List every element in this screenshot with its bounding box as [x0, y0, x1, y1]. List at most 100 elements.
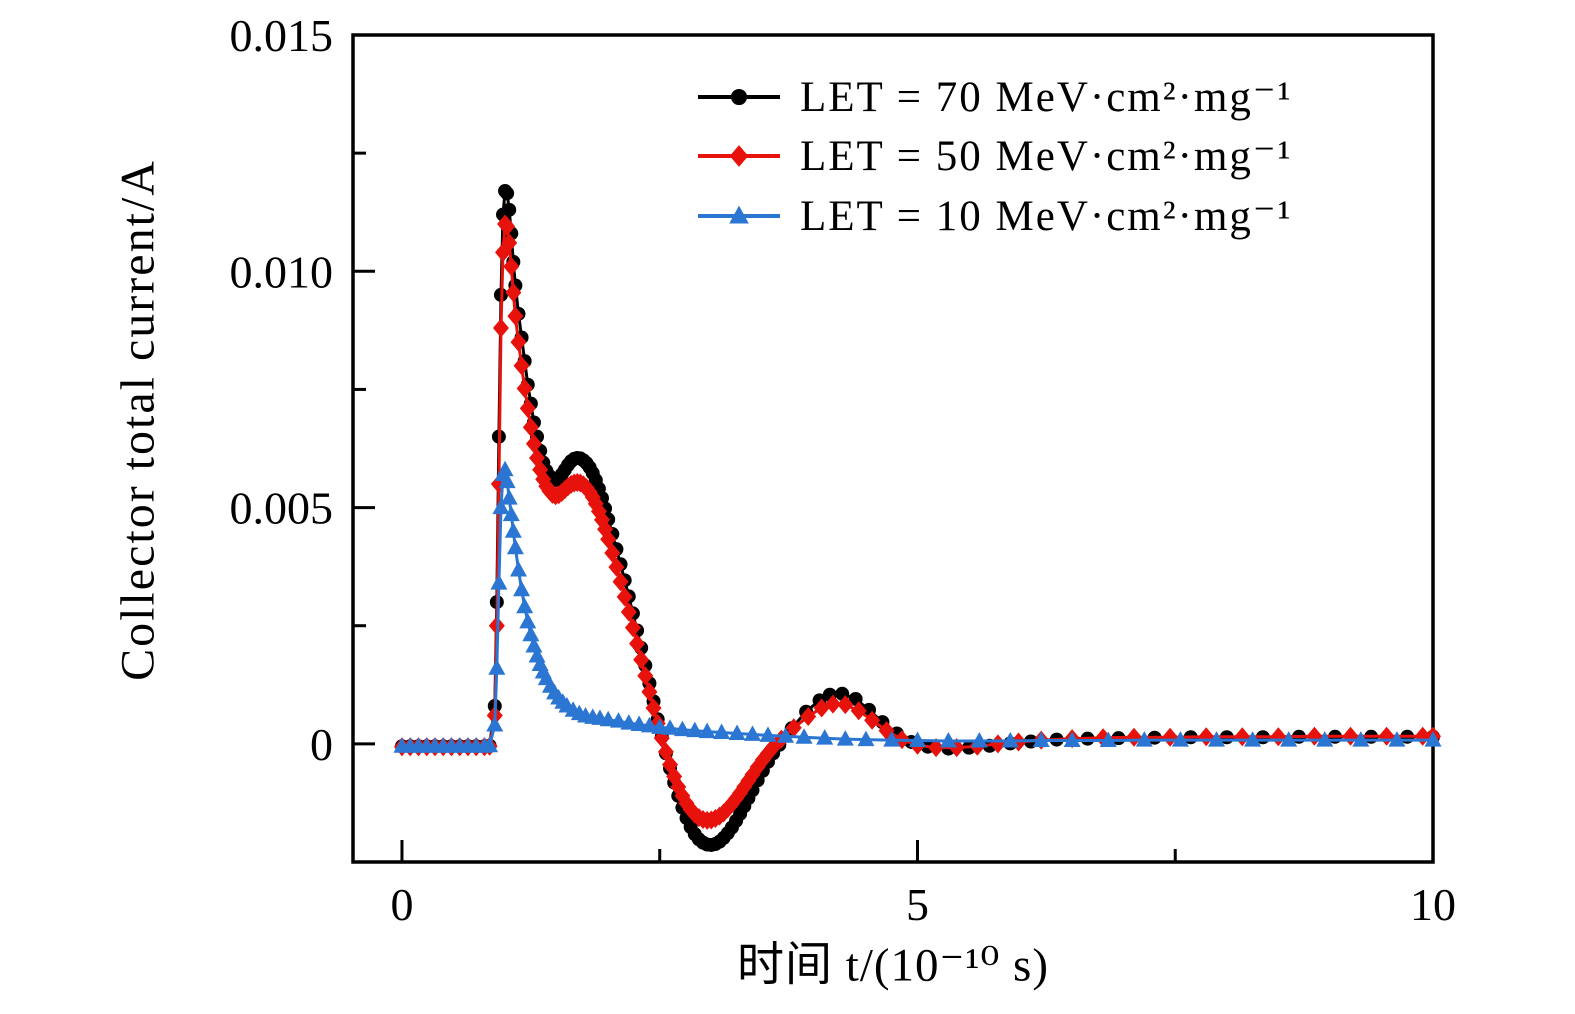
triangle-marker — [1171, 731, 1189, 747]
circle-marker — [500, 186, 515, 201]
triangle-marker — [777, 727, 795, 743]
triangle-marker — [686, 721, 704, 738]
triangle-marker — [661, 719, 679, 735]
triangle-marker — [1207, 731, 1225, 747]
triangle-marker — [816, 729, 834, 745]
triangle-marker — [857, 730, 875, 747]
triangle-marker — [516, 597, 534, 614]
triangle-marker — [729, 205, 749, 224]
triangle-marker — [609, 712, 627, 728]
legend-item: LET = 50 MeV·cm²·mg⁻¹ — [698, 133, 1293, 180]
y-tick-label: 0 — [310, 719, 333, 770]
diamond-marker — [800, 706, 817, 726]
diamond-marker — [513, 356, 530, 376]
triangle-marker — [630, 715, 648, 731]
triangle-marker — [939, 732, 957, 748]
triangle-marker — [509, 560, 527, 577]
diamond-marker — [837, 695, 854, 715]
legend-label: LET = 50 MeV·cm²·mg⁻¹ — [800, 133, 1293, 180]
triangle-marker — [486, 715, 504, 732]
diamond-marker — [785, 718, 802, 738]
triangle-marker — [883, 731, 901, 747]
x-tick-label: 5 — [906, 879, 929, 930]
diamond-marker — [641, 682, 658, 702]
diamond-marker — [616, 587, 633, 607]
triangle-marker — [506, 538, 524, 555]
diamond-marker — [492, 318, 509, 338]
plot-frame — [351, 33, 1435, 864]
diamond-marker — [501, 233, 518, 253]
diamond-marker — [645, 698, 662, 718]
circle-marker — [730, 88, 748, 106]
triangle-marker — [500, 489, 518, 505]
triangle-marker — [513, 580, 531, 597]
y-axis-title: Collector total current/A — [111, 159, 165, 681]
legend-item: LET = 70 MeV·cm²·mg⁻¹ — [698, 74, 1291, 121]
triangle-marker — [1032, 731, 1050, 748]
triangle-marker — [795, 728, 813, 744]
y-tick-label: 0.005 — [230, 483, 334, 534]
triangle-marker — [519, 612, 537, 629]
diamond-marker — [928, 738, 945, 758]
tick-labels: 0 5 10 0 0.005 0.010 0.015 — [230, 10, 1457, 930]
diamond-marker — [612, 572, 629, 592]
diamond-marker — [1126, 727, 1143, 747]
triangle-marker — [525, 637, 543, 653]
x-tick-label: 10 — [1410, 879, 1456, 930]
triangle-marker — [1424, 731, 1442, 747]
y-tick-label: 0.010 — [230, 246, 334, 297]
triangle-marker — [504, 522, 522, 538]
circle-marker — [502, 202, 517, 217]
x-tick-label: 0 — [390, 879, 413, 930]
triangle-marker — [1135, 731, 1153, 747]
triangle-marker — [490, 574, 508, 590]
triangle-marker — [908, 731, 926, 748]
diamond-marker — [505, 283, 522, 303]
triangle-marker — [836, 730, 854, 746]
diamond-marker — [522, 417, 539, 437]
diamond-marker — [813, 698, 830, 718]
diamond-marker — [624, 618, 641, 638]
diamond-marker — [1162, 727, 1179, 747]
diamond-marker — [850, 701, 867, 721]
triangle-marker — [728, 724, 746, 740]
triangle-marker — [1280, 731, 1298, 747]
triangle-marker — [522, 625, 540, 642]
legend: LET = 70 MeV·cm²·mg⁻¹ LET = 50 MeV·cm²·mg… — [698, 74, 1293, 240]
triangle-marker — [651, 718, 669, 734]
diamond-marker — [989, 734, 1006, 754]
diamond-marker — [503, 257, 520, 277]
diamond-marker — [824, 694, 841, 714]
diamond-marker — [525, 434, 542, 454]
triangle-marker — [488, 659, 506, 675]
triangle-marker — [713, 723, 731, 740]
series-triangle — [393, 460, 1442, 753]
diamond-marker — [604, 543, 621, 563]
x-axis-title: 时间 t/(10⁻¹⁰ s) — [737, 939, 1049, 992]
triangle-marker — [498, 472, 516, 489]
triangle-marker — [759, 726, 777, 742]
triangle-marker — [640, 716, 658, 733]
triangle-marker — [1063, 731, 1081, 748]
triangle-marker — [502, 505, 520, 522]
y-tick-label: 0.015 — [230, 10, 334, 61]
diamond-marker — [729, 145, 749, 167]
triangle-marker — [1001, 732, 1019, 748]
triangle-marker — [1388, 731, 1406, 747]
legend-label: LET = 10 MeV·cm²·mg⁻¹ — [800, 193, 1293, 240]
diamond-marker — [507, 306, 524, 326]
triangle-marker — [970, 732, 988, 748]
diamond-marker — [519, 398, 536, 418]
diamond-marker — [620, 602, 637, 622]
triangle-marker — [481, 736, 499, 753]
triangle-marker — [1244, 731, 1262, 747]
diamond-marker — [608, 557, 625, 577]
triangle-marker — [1099, 731, 1117, 748]
triangle-marker — [744, 725, 762, 741]
axis-ticks — [353, 33, 1435, 862]
diamond-marker — [516, 378, 533, 398]
triangle-marker — [620, 714, 638, 730]
diamond-marker — [864, 710, 881, 730]
